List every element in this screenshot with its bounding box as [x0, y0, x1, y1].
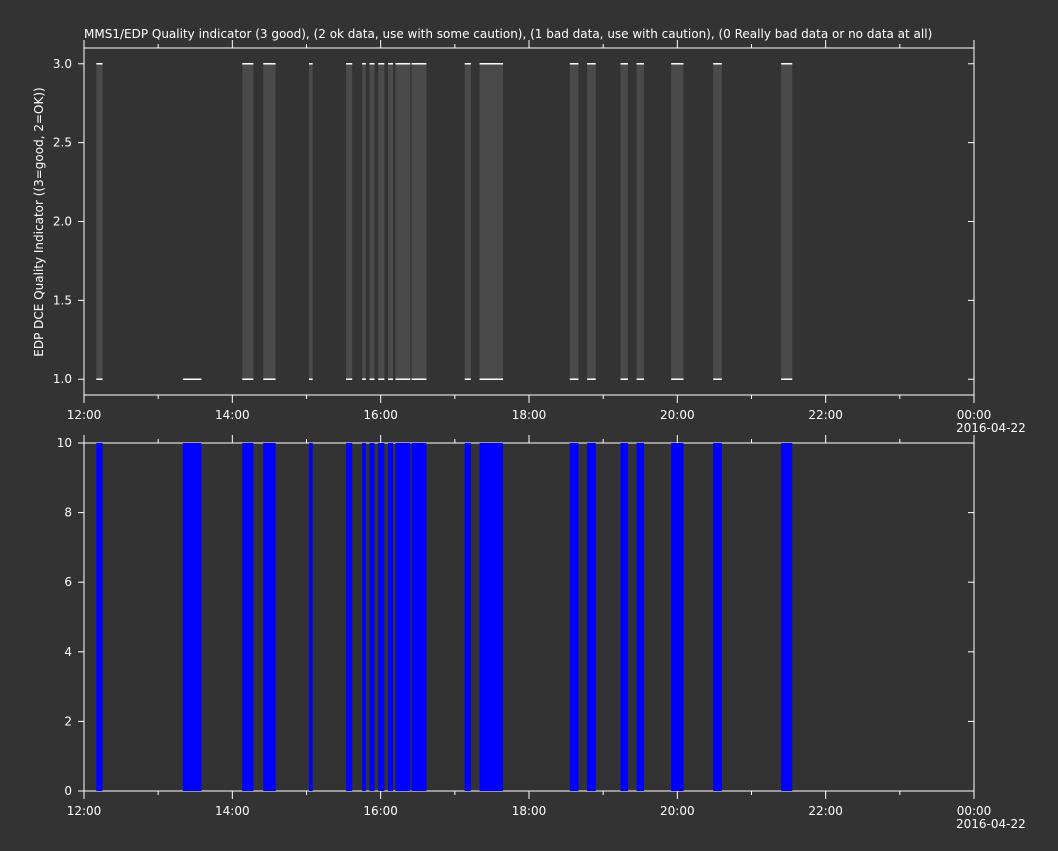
- y-tick-label: 2.5: [53, 136, 72, 150]
- quality-bar: [569, 63, 579, 380]
- quality-bar: [369, 63, 375, 380]
- y-tick-label: 6: [64, 575, 72, 589]
- quality-bar: [587, 63, 596, 380]
- quality-bar: [395, 63, 411, 380]
- data-bar: [388, 443, 394, 791]
- data-bar: [636, 443, 644, 791]
- quality-bar: [96, 63, 103, 380]
- x-tick-date-label: 2016-04-22: [956, 421, 1026, 435]
- x-tick-label: 00:00: [957, 408, 992, 422]
- quality-bar: [636, 63, 644, 380]
- x-tick-label: 12:00: [67, 804, 102, 818]
- y-tick-label: 1.0: [53, 372, 72, 386]
- quality-bar: [479, 63, 504, 380]
- data-bar: [671, 443, 684, 791]
- x-tick-label: 12:00: [67, 408, 102, 422]
- data-bar: [263, 443, 276, 791]
- x-tick-label: 22:00: [808, 804, 843, 818]
- y-tick-label: 8: [64, 506, 72, 520]
- y-tick-label: 10: [57, 436, 72, 450]
- x-tick-label: 14:00: [215, 408, 250, 422]
- quality-bar: [620, 63, 628, 380]
- data-bar: [464, 443, 471, 791]
- quality-bar: [263, 63, 276, 380]
- y-tick-label: 2.0: [53, 215, 72, 229]
- data-bar: [395, 443, 411, 791]
- x-tick-label: 18:00: [512, 408, 547, 422]
- y-tick-label: 4: [64, 645, 72, 659]
- x-tick-label: 14:00: [215, 804, 250, 818]
- data-bar: [569, 443, 579, 791]
- quality-bar: [411, 63, 427, 380]
- quality-indicator-panel: 1.0 1.5 2.0 2.5 3.0 12:00 14:00 16:00 18:00 20:00…: [53, 40, 1026, 435]
- quality-bar: [346, 63, 353, 380]
- y-tick-label: 3.0: [53, 57, 72, 71]
- quality-bar: [308, 63, 313, 380]
- x-tick-label: 00:00: [957, 804, 992, 818]
- quality-bar: [713, 63, 722, 380]
- data-bar: [411, 443, 427, 791]
- quality-bars-panel: 0 2 4 6 8 10 12:00 14:00 16:00 18:00 20:00 22:00 00:…: [57, 435, 1026, 831]
- data-bar: [587, 443, 596, 791]
- y-tick-label: 1.5: [53, 293, 72, 307]
- data-bar: [346, 443, 353, 791]
- x-tick-label: 20:00: [660, 804, 695, 818]
- plot-frame: [83, 47, 975, 396]
- y-tick-label: 0: [64, 784, 72, 798]
- quality-bar: [362, 63, 366, 380]
- data-bar: [96, 443, 103, 791]
- data-bar: [713, 443, 722, 791]
- data-bar: [362, 443, 366, 791]
- y-axis-label-top: EDP DCE Quality Indicator ((3=good, 2=OK…: [32, 87, 46, 356]
- y-tick-label: 2: [64, 714, 72, 728]
- data-bar: [479, 443, 504, 791]
- data-bar: [378, 443, 385, 791]
- data-bar: [308, 443, 313, 791]
- data-bar: [369, 443, 375, 791]
- quality-bar: [378, 63, 385, 380]
- x-tick-label: 20:00: [660, 408, 695, 422]
- quality-bar: [464, 63, 471, 380]
- quality-bar: [242, 63, 254, 380]
- x-tick-label: 16:00: [363, 804, 398, 818]
- data-bar: [620, 443, 628, 791]
- plot-frame: [83, 442, 975, 792]
- x-tick-label: 22:00: [808, 408, 843, 422]
- x-tick-date-label: 2016-04-22: [956, 817, 1026, 831]
- x-tick-label: 18:00: [512, 804, 547, 818]
- x-tick-label: 16:00: [363, 408, 398, 422]
- data-bar: [182, 443, 202, 791]
- data-bar: [781, 443, 793, 791]
- data-bar: [242, 443, 254, 791]
- chart-title: MMS1/EDP Quality indicator (3 good), (2 …: [84, 27, 932, 41]
- quality-bar: [781, 63, 793, 380]
- quality-bar: [671, 63, 684, 380]
- quality-bar: [388, 63, 394, 380]
